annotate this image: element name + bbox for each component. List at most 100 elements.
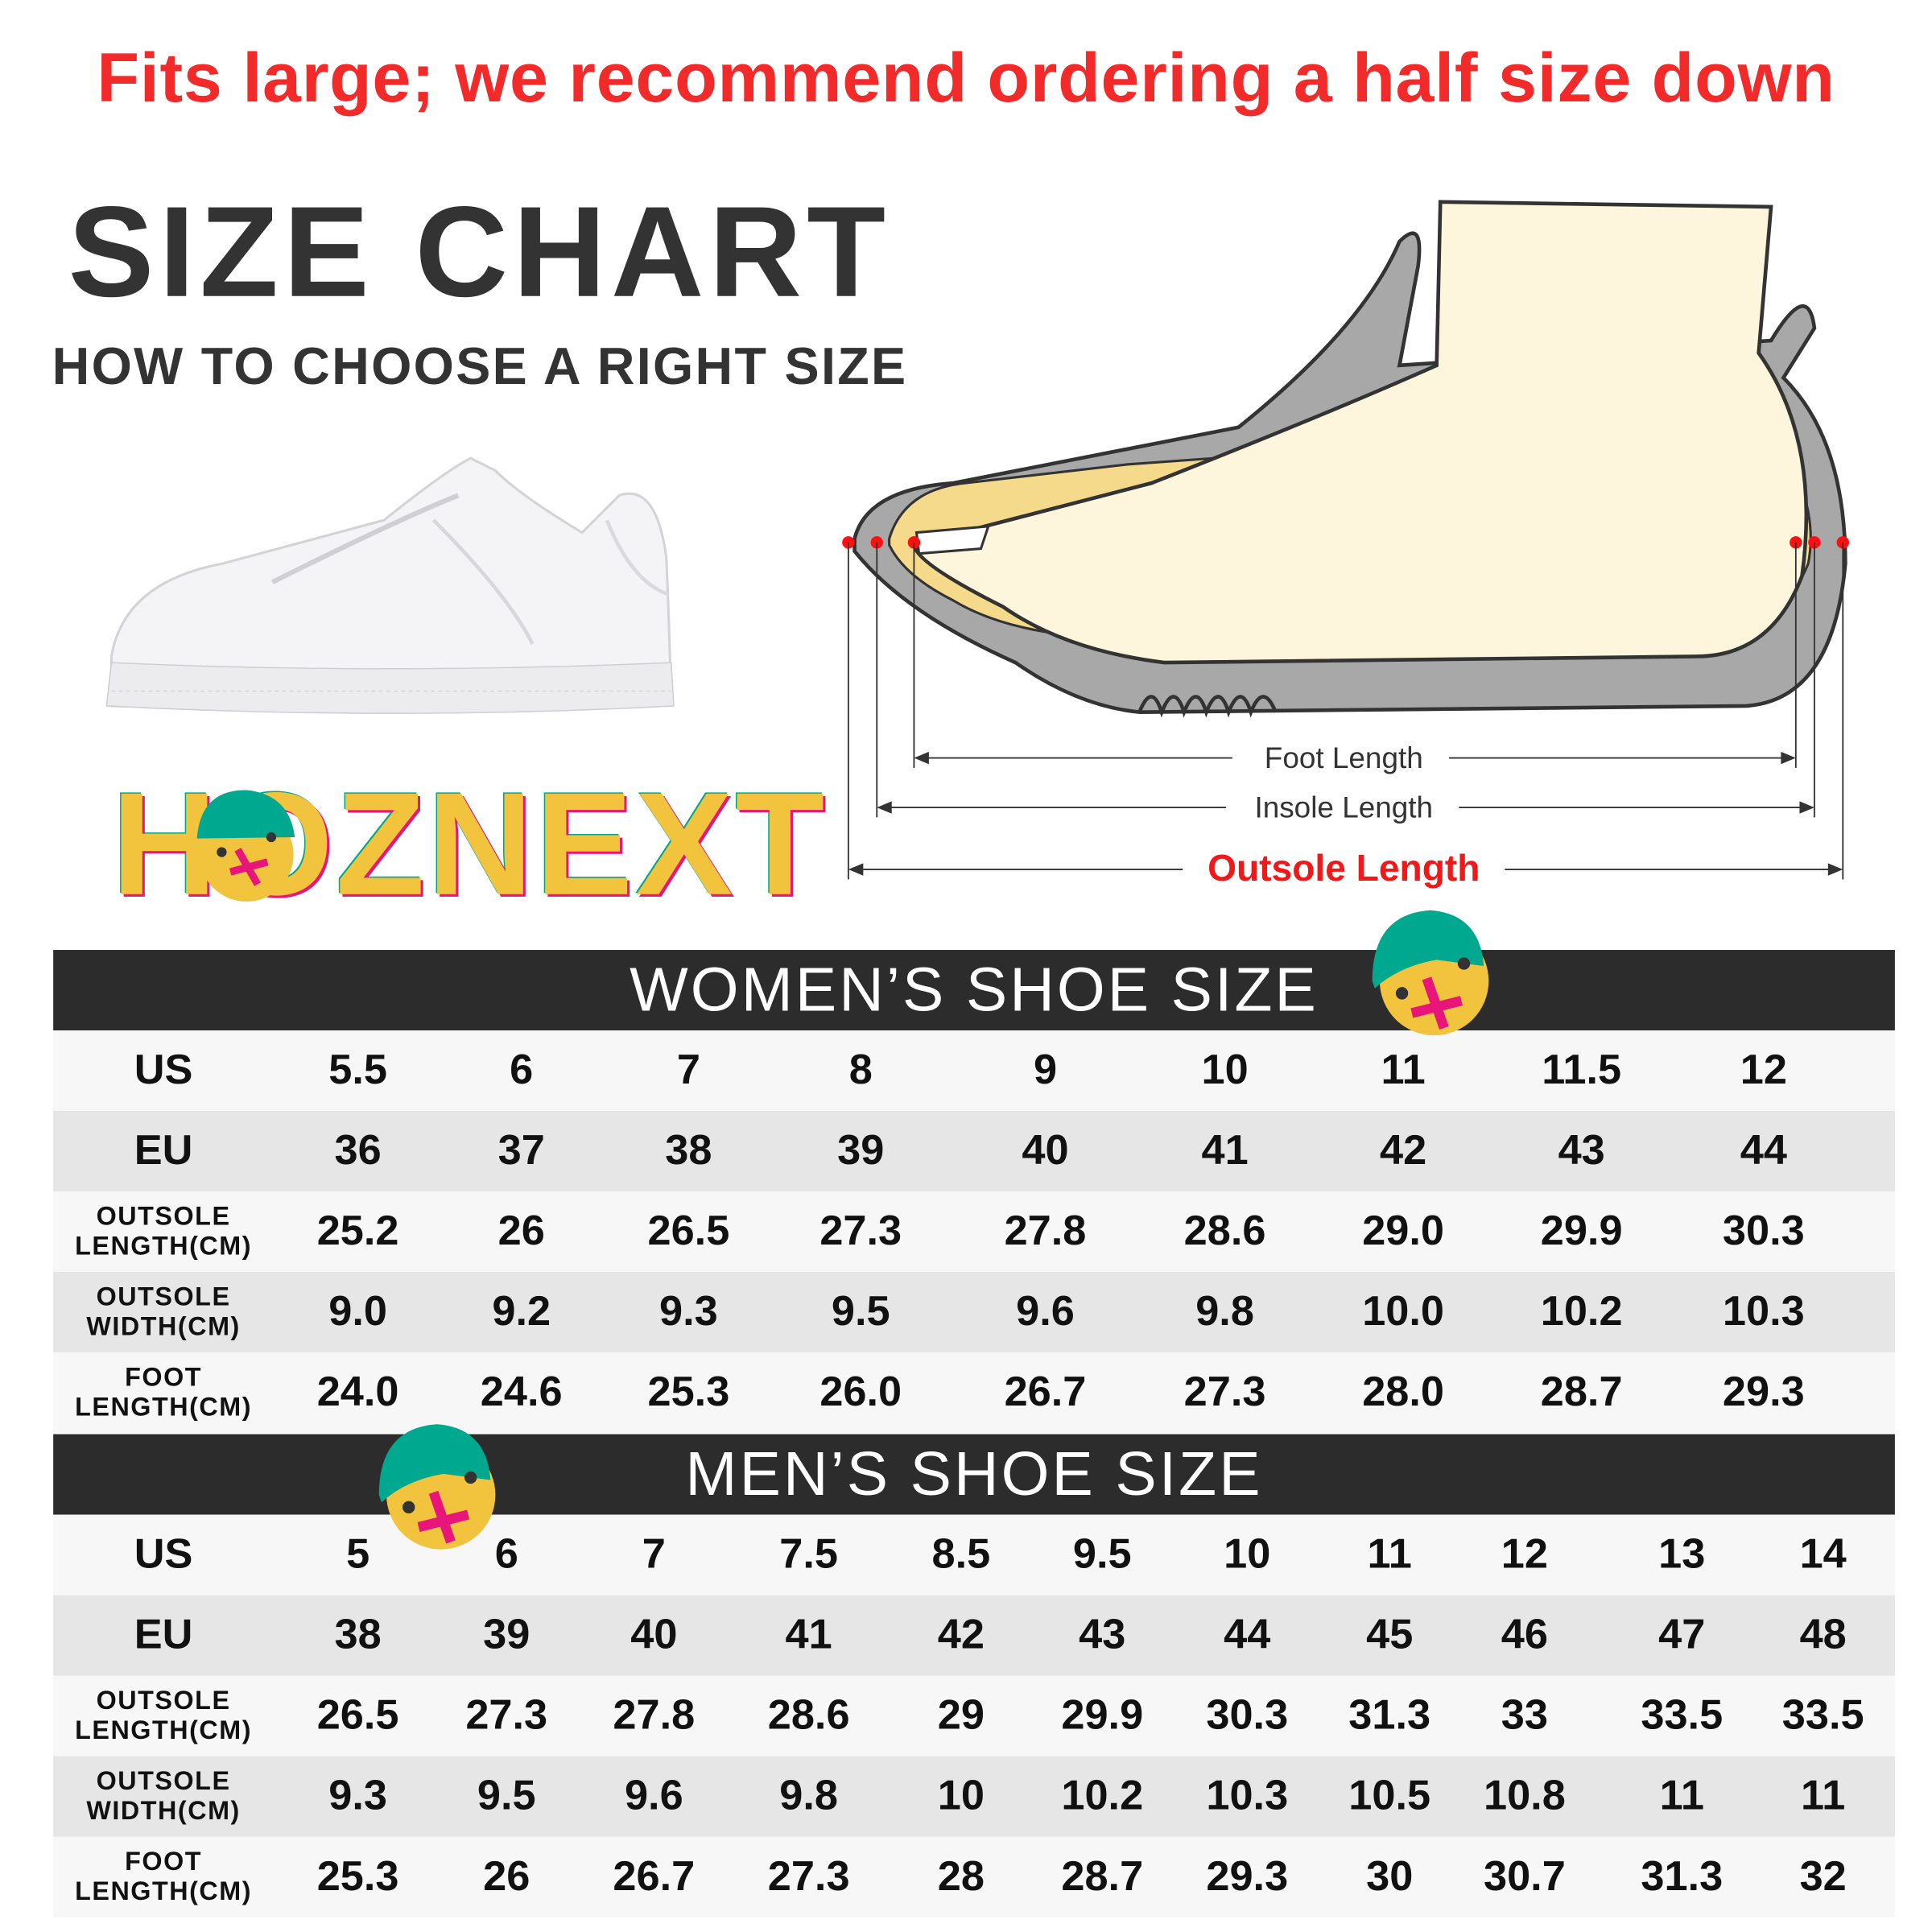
size-cell: 25.3 [316, 1852, 399, 1901]
size-cell: 6 [510, 1046, 534, 1094]
size-cell: 44 [1224, 1611, 1271, 1659]
size-cell: 5 [346, 1530, 370, 1579]
size-cell: 39 [837, 1127, 885, 1174]
size-cell: 9.6 [624, 1772, 683, 1820]
row-label: OUTSOLE LENGTH(CM) [75, 1686, 253, 1744]
men-row-outsole-length-cm-: OUTSOLE LENGTH(CM) 26.5 27.3 27.8 28.6 29 29.9… [53, 1675, 1895, 1757]
mascot-icon [196, 790, 295, 902]
size-cell: 10.5 [1348, 1772, 1431, 1820]
men-row-us: US 5 6 7 7.5 8.5 9.5 10 11 12 13 14 [53, 1514, 1895, 1596]
size-cell: 9.5 [1072, 1530, 1132, 1579]
size-cell: 43 [1079, 1611, 1126, 1659]
women-row-eu: EU 36 37 38 39 40 41 42 43 44 [53, 1111, 1895, 1192]
size-cell: 46 [1501, 1611, 1548, 1659]
size-cell: 26.5 [316, 1691, 399, 1740]
page-subtitle: HOW TO CHOOSE A RIGHT SIZE [52, 336, 908, 395]
size-cell: 28 [937, 1852, 985, 1901]
size-cell: 10.2 [1540, 1288, 1623, 1335]
size-cell: 11.5 [1542, 1046, 1622, 1094]
size-cell: 9.8 [1195, 1288, 1254, 1335]
size-cell: 11 [1367, 1530, 1412, 1579]
men-row-eu: EU 38 39 40 41 42 43 44 45 46 47 48 [53, 1595, 1895, 1676]
size-cell: 33.5 [1781, 1691, 1864, 1740]
size-cell: 27.3 [1183, 1368, 1266, 1416]
size-cell: 9.3 [659, 1288, 718, 1335]
size-cell: 28.6 [767, 1691, 850, 1740]
insole-length-label: Insole Length [1254, 791, 1433, 824]
size-cell: 26 [483, 1852, 530, 1901]
size-cell: 41 [1201, 1127, 1249, 1174]
size-cell: 25.3 [647, 1368, 730, 1416]
size-cell: 44 [1740, 1127, 1787, 1174]
size-cell: 10.3 [1722, 1288, 1805, 1335]
size-cell: 33.5 [1641, 1691, 1724, 1740]
size-cell: 9.0 [328, 1288, 387, 1335]
size-cell: 8.5 [931, 1530, 991, 1579]
size-cell: 10 [1224, 1530, 1271, 1579]
size-cell: 40 [630, 1611, 678, 1659]
size-cell: 30 [1366, 1852, 1414, 1901]
size-cell: 29.3 [1722, 1368, 1805, 1416]
size-cell: 10.3 [1206, 1772, 1289, 1820]
size-cell: 27.3 [819, 1208, 902, 1255]
size-cell: 9.3 [328, 1772, 387, 1820]
size-cell: 28.7 [1540, 1368, 1623, 1416]
size-cell: 27.8 [613, 1691, 696, 1740]
page-title: SIZE CHART [68, 180, 891, 325]
size-cell: 39 [483, 1611, 530, 1659]
size-cell: 26 [497, 1208, 545, 1255]
row-label: OUTSOLE WIDTH(CM) [86, 1766, 241, 1825]
size-cell: 26.5 [647, 1208, 730, 1255]
size-cell: 28.6 [1183, 1208, 1266, 1255]
size-cell: 32 [1799, 1852, 1847, 1901]
size-cell: 29.9 [1540, 1208, 1623, 1255]
size-cell: 41 [785, 1611, 832, 1659]
women-row-foot-length-cm-: FOOT LENGTH(CM) 24.0 24.6 25.3 26.0 26.7 27.3 2… [53, 1352, 1895, 1434]
row-label: US [134, 1530, 193, 1579]
brand-logo: HOZNEXT [111, 767, 824, 923]
foot-measurement-diagram: Foot Length Insole Length Outsole Length [842, 200, 1849, 889]
size-cell: 9.2 [492, 1288, 551, 1335]
size-cell: 14 [1799, 1530, 1847, 1579]
size-cell: 11 [1381, 1046, 1426, 1094]
size-cell: 12 [1740, 1046, 1787, 1094]
row-label: FOOT LENGTH(CM) [75, 1847, 253, 1905]
men-table-heading: MEN’S SHOE SIZE [53, 1434, 1895, 1515]
size-cell: 9.5 [831, 1288, 890, 1335]
size-cell: 38 [334, 1611, 382, 1659]
fit-notice: Fits large; we recommend ordering a half… [97, 38, 1835, 117]
men-size-table: MEN’S SHOE SIZE US 5 6 7 7.5 8.5 9.5 10 11 12 13 14… [53, 1434, 1895, 1918]
row-label: OUTSOLE WIDTH(CM) [86, 1282, 241, 1341]
size-cell: 30.3 [1206, 1691, 1289, 1740]
size-cell: 5.5 [328, 1046, 387, 1094]
size-cell: 10 [937, 1772, 985, 1820]
size-cell: 26.0 [819, 1368, 902, 1416]
size-cell: 7.5 [779, 1530, 838, 1579]
size-cell: 27.8 [1004, 1208, 1087, 1255]
size-cell: 29 [937, 1691, 985, 1740]
size-cell: 37 [497, 1127, 545, 1174]
size-cell: 26.7 [1004, 1368, 1087, 1416]
size-cell: 40 [1022, 1127, 1069, 1174]
size-cell: 29.0 [1362, 1208, 1445, 1255]
size-cell: 38 [665, 1127, 712, 1174]
size-cell: 9.5 [477, 1772, 536, 1820]
women-row-us: US 5.5 6 7 8 9 10 11 11.5 12 [53, 1030, 1895, 1112]
size-cell: 33 [1501, 1691, 1548, 1740]
women-row-outsole-length-cm-: OUTSOLE LENGTH(CM) 25.2 26 26.5 27.3 27.8 28.6… [53, 1191, 1895, 1273]
size-cell: 30.3 [1722, 1208, 1805, 1255]
size-cell: 28.7 [1061, 1852, 1144, 1901]
row-label: EU [134, 1127, 193, 1174]
size-cell: 42 [1380, 1127, 1427, 1174]
size-cell: 12 [1501, 1530, 1548, 1579]
mascot-icon [378, 1424, 496, 1550]
size-cell: 31.3 [1348, 1691, 1431, 1740]
men-row-foot-length-cm-: FOOT LENGTH(CM) 25.3 26 26.7 27.3 28 28.7 29.3 3… [53, 1836, 1895, 1918]
size-cell: 11 [1801, 1772, 1846, 1820]
size-cell: 26.7 [613, 1852, 696, 1901]
size-cell: 30.7 [1483, 1852, 1566, 1901]
outsole-length-label: Outsole Length [1208, 847, 1480, 889]
row-label: EU [134, 1611, 193, 1659]
row-label: US [134, 1046, 193, 1094]
